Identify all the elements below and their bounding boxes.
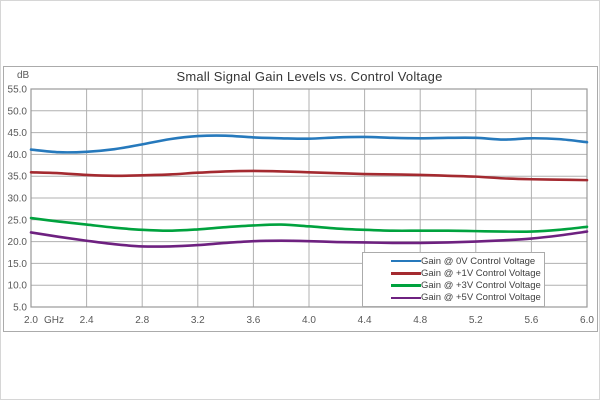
x-tick-label: 2.0 <box>24 315 38 326</box>
y-tick-label: 45.0 <box>8 128 28 139</box>
legend-item: Gain @ +1V Control Voltage <box>391 267 544 279</box>
legend-item: Gain @ 0V Control Voltage <box>391 255 544 267</box>
legend-label: Gain @ +5V Control Voltage <box>421 292 541 304</box>
x-tick-label: 5.2 <box>469 315 483 326</box>
plot-border <box>30 88 588 308</box>
legend-swatch <box>391 284 421 287</box>
y-tick-label: 10.0 <box>8 281 28 292</box>
legend: Gain @ 0V Control Voltage Gain @ +1V Cont… <box>362 252 545 307</box>
x-tick-label: 3.2 <box>191 315 205 326</box>
x-tick-label: 4.0 <box>302 315 316 326</box>
legend-label: Gain @ 0V Control Voltage <box>421 255 536 267</box>
legend-swatch <box>391 272 421 275</box>
plot-area: 5.0 10.0 15.0 20.0 25.0 30.0 35.0 40.0 45.0 50.0 5… <box>8 85 595 327</box>
legend-item: Gain @ +5V Control Voltage <box>391 292 544 304</box>
legend-label: Gain @ +1V Control Voltage <box>421 267 541 279</box>
legend-item: Gain @ +3V Control Voltage <box>391 280 544 292</box>
series-line-3 <box>29 230 589 248</box>
y-tick-label: 55.0 <box>8 85 28 96</box>
series-line-0 <box>29 134 589 154</box>
y-axis-unit-label: dB <box>17 70 30 81</box>
x-tick-label: 4.4 <box>358 315 372 326</box>
x-axis-unit-label: GHz <box>44 315 64 326</box>
chart-container: dB Small Signal Gain Levels vs. Control … <box>3 66 598 332</box>
chart-title: Small Signal Gain Levels vs. Control Vol… <box>176 69 443 84</box>
series-line-2 <box>29 216 589 234</box>
legend-swatch <box>391 296 421 299</box>
y-tick-label: 20.0 <box>8 237 28 248</box>
x-tick-label: 3.6 <box>246 315 260 326</box>
x-tick-label: 2.8 <box>135 315 149 326</box>
y-tick-label: 30.0 <box>8 194 28 205</box>
series-line-1 <box>29 169 589 182</box>
y-tick-label: 15.0 <box>8 259 28 270</box>
y-tick-label: 40.0 <box>8 150 28 161</box>
y-tick-label: 25.0 <box>8 215 28 226</box>
legend-label: Gain @ +3V Control Voltage <box>421 280 541 292</box>
x-tick-label: 5.6 <box>524 315 538 326</box>
x-tick-label: 6.0 <box>580 315 594 326</box>
x-tick-label: 4.8 <box>413 315 427 326</box>
y-tick-label: 50.0 <box>8 106 28 117</box>
x-tick-label: 2.4 <box>80 315 94 326</box>
y-tick-label: 5.0 <box>13 303 27 314</box>
legend-swatch <box>391 259 421 263</box>
y-tick-label: 35.0 <box>8 172 28 183</box>
